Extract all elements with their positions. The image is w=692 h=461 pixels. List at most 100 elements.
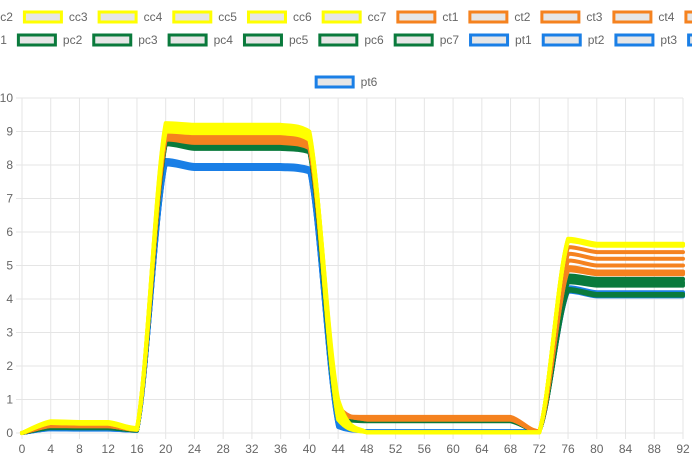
x-tick-label: 48 <box>360 442 374 456</box>
legend-item-pt1[interactable]: pt1 <box>469 33 533 47</box>
legend-label-ct2: ct2 <box>514 10 530 24</box>
series-line-pc2 <box>20 138 685 435</box>
legend-item-pt6[interactable]: pt6 <box>314 75 378 89</box>
x-tick-label: 80 <box>590 442 604 456</box>
legend-item-ct4[interactable]: ct4 <box>612 10 675 24</box>
legend-item-pc1[interactable]: pc1 <box>0 33 7 47</box>
legend-label-ct3: ct3 <box>586 10 602 24</box>
legend-label-pc2: pc2 <box>63 33 83 47</box>
legend-item-pc7[interactable]: pc7 <box>393 33 460 47</box>
legend-swatch-pc4 <box>167 33 208 47</box>
x-tick-label: 56 <box>418 442 432 456</box>
y-tick-label: 2 <box>6 359 13 373</box>
legend-item-cc7[interactable]: cc7 <box>321 10 387 24</box>
legend-item-cc4[interactable]: cc4 <box>97 10 163 24</box>
legend-swatch-pt6 <box>314 75 355 89</box>
x-tick-label: 88 <box>648 442 662 456</box>
legend-label-cc4: cc4 <box>144 10 163 24</box>
legend-item-pc3[interactable]: pc3 <box>92 33 158 47</box>
legend-label-pc7: pc7 <box>440 33 460 47</box>
legend-label-pc5: pc5 <box>289 33 309 47</box>
y-tick-label: 9 <box>6 125 13 139</box>
series-layer <box>20 121 685 435</box>
series-line-pt6 <box>20 161 685 435</box>
x-tick-label: 44 <box>331 442 345 456</box>
y-tick-label: 5 <box>6 259 13 273</box>
x-axis: 0 4 8 12 16 20 24 28 32 36 40 44 48 52 56 60 64 68 72 76 80 8… <box>19 442 690 456</box>
legend-item-pc2[interactable]: pc2 <box>16 33 83 47</box>
legend-item-cc5[interactable]: cc5 <box>172 10 238 24</box>
x-tick-label: 68 <box>504 442 518 456</box>
legend-swatch-pc5 <box>242 33 283 47</box>
legend-label-pc6: pc6 <box>364 33 384 47</box>
x-tick-label: 12 <box>102 442 116 456</box>
y-tick-label: 7 <box>6 192 13 206</box>
legend-item-pc6[interactable]: pc6 <box>318 33 384 47</box>
legend-swatch-cc3 <box>22 10 63 24</box>
y-tick-label: 4 <box>6 292 13 306</box>
legend-swatch-pc7 <box>393 33 434 47</box>
legend-swatch-pt1 <box>469 33 510 47</box>
legend-item-ct3[interactable]: ct3 <box>540 10 603 24</box>
legend-item-pc4[interactable]: pc4 <box>167 33 234 47</box>
series-line-pt1 <box>20 157 685 435</box>
legend: cc1cc2cc3cc4cc5cc6cc7ct1ct2ct3ct4ct5ct6c… <box>0 10 692 89</box>
x-tick-label: 60 <box>446 442 460 456</box>
legend-swatch-pc3 <box>92 33 133 47</box>
series-line-pt3 <box>20 159 685 435</box>
legend-label-pt1: pt1 <box>515 33 532 47</box>
legend-label-pc4: pc4 <box>214 33 234 47</box>
x-tick-label: 72 <box>533 442 547 456</box>
series-line-pc4 <box>20 140 685 435</box>
legend-item-pc5[interactable]: pc5 <box>242 33 309 47</box>
legend-label-pt2: pt2 <box>588 33 605 47</box>
x-tick-label: 16 <box>130 442 144 456</box>
legend-item-cc6[interactable]: cc6 <box>246 10 312 24</box>
legend-swatch-cc7 <box>321 10 362 24</box>
legend-item-pt3[interactable]: pt3 <box>614 33 678 47</box>
legend-item-ct5[interactable]: ct5 <box>684 10 692 24</box>
legend-item-pt4[interactable]: pt4 <box>687 33 692 47</box>
legend-item-ct1[interactable]: ct1 <box>396 10 459 24</box>
y-axis: 0 1 2 3 4 5 6 7 8 9 10 <box>0 91 13 440</box>
legend-label-pt6: pt6 <box>361 75 378 89</box>
legend-swatch-cc6 <box>246 10 287 24</box>
legend-swatch-ct5 <box>684 10 692 24</box>
legend-item-cc2[interactable]: cc2 <box>0 10 13 24</box>
series-line-pc3 <box>20 139 685 435</box>
series-line-pc1 <box>20 137 685 435</box>
x-tick-label: 76 <box>561 442 575 456</box>
legend-swatch-ct1 <box>396 10 437 24</box>
legend-label-pc1: pc1 <box>0 33 7 47</box>
x-tick-label: 20 <box>159 442 173 456</box>
x-tick-label: 36 <box>274 442 288 456</box>
legend-swatch-cc4 <box>97 10 138 24</box>
legend-item-ct2[interactable]: ct2 <box>468 10 531 24</box>
legend-label-pc3: pc3 <box>138 33 158 47</box>
x-tick-label: 0 <box>19 442 26 456</box>
legend-swatch-pc6 <box>318 33 359 47</box>
legend-swatch-ct3 <box>540 10 581 24</box>
legend-swatch-ct4 <box>612 10 653 24</box>
x-tick-label: 92 <box>676 442 690 456</box>
series-line-pt5 <box>20 160 685 435</box>
legend-label-cc2: cc2 <box>0 10 13 24</box>
legend-label-ct1: ct1 <box>442 10 458 24</box>
x-tick-label: 40 <box>303 442 317 456</box>
y-tick-label: 1 <box>6 393 13 407</box>
legend-label-cc3: cc3 <box>69 10 88 24</box>
legend-item-cc3[interactable]: cc3 <box>22 10 88 24</box>
x-tick-label: 32 <box>245 442 259 456</box>
legend-swatch-pt2 <box>541 33 582 47</box>
legend-item-pt2[interactable]: pt2 <box>541 33 605 47</box>
x-tick-label: 64 <box>475 442 489 456</box>
x-tick-label: 84 <box>619 442 633 456</box>
legend-swatch-pc2 <box>16 33 57 47</box>
legend-label-ct4: ct4 <box>658 10 674 24</box>
series-line-pt2 <box>20 158 685 435</box>
series-line-ct7 <box>20 137 685 435</box>
x-tick-label: 8 <box>76 442 83 456</box>
legend-swatch-ct2 <box>468 10 509 24</box>
legend-swatch-pt4 <box>687 33 692 47</box>
x-tick-label: 4 <box>47 442 54 456</box>
